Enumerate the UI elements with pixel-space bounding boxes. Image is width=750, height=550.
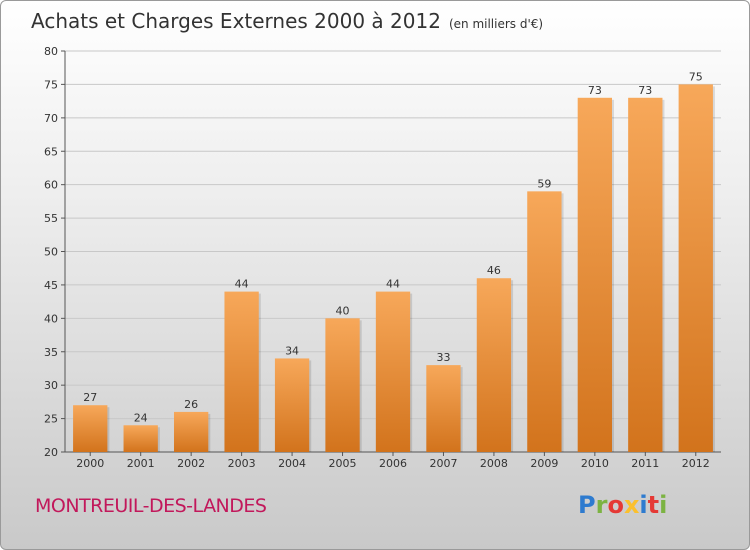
logo-letter: P [578,491,596,519]
x-tick-label-2006: 2006 [379,457,407,470]
data-label-2004: 34 [285,344,299,357]
bar-2006 [375,291,411,452]
logo-letter: r [595,491,608,519]
y-tick-label: 35 [44,346,58,359]
x-tick-label-2008: 2008 [480,457,508,470]
data-label-2007: 33 [436,351,450,364]
data-label-2001: 24 [134,411,148,424]
x-tick-label-2009: 2009 [530,457,558,470]
bar-2001 [123,425,158,452]
place-name: MONTREUIL-DES-LANDES [35,495,267,517]
y-tick-label: 25 [44,413,58,426]
data-label-2003: 44 [235,278,249,291]
x-tick-label-2000: 2000 [76,457,104,470]
y-tick-label: 60 [44,179,58,192]
y-tick-label: 65 [44,145,58,158]
bar-2012 [678,84,713,453]
labels: 27 2000 24 2001 26 2002 44 2003 34 2004 40 2005 44 20… [76,70,710,470]
data-label-2012: 75 [689,70,703,83]
bar-2011 [628,97,663,453]
y-tick-label: 55 [44,212,58,225]
x-tick-label-2012: 2012 [682,457,710,470]
bar-2007 [426,365,461,452]
bar-2008 [476,278,512,452]
data-label-2010: 73 [588,84,602,97]
data-label-2009: 59 [537,177,551,190]
y-tick-label: 20 [44,446,58,459]
x-tick-label-2005: 2005 [329,457,357,470]
data-label-2011: 73 [638,84,652,97]
y-tick-label: 30 [44,379,58,392]
x-tick-label-2001: 2001 [127,457,155,470]
x-tick-label-2004: 2004 [278,457,306,470]
bar-2002 [173,411,209,452]
logo-letter: i [659,491,668,519]
bar-2000 [73,405,108,452]
y-tick-label: 80 [44,45,58,58]
x-tick-label-2002: 2002 [177,457,205,470]
data-label-2008: 46 [487,264,501,277]
data-label-2000: 27 [83,391,97,404]
logo-letter: t [647,491,660,519]
data-label-2002: 26 [184,398,198,411]
bar-2004 [274,358,310,452]
y-tick-label: 40 [44,312,58,325]
chart-title: Achats et Charges Externes 2000 à 2012 (e… [31,9,543,33]
y-tick-label: 45 [44,279,58,292]
x-tick-label-2003: 2003 [228,457,256,470]
bar-2005 [325,318,360,452]
y-tick-label: 75 [44,78,58,91]
bar-2003 [224,291,259,452]
x-tick-label-2010: 2010 [581,457,609,470]
bar-2010 [577,97,613,453]
y-tick-label: 70 [44,112,58,125]
x-tick-label-2011: 2011 [631,457,659,470]
data-label-2006: 44 [386,278,400,291]
x-tick-label-2007: 2007 [429,457,457,470]
chart-title-text: Achats et Charges Externes 2000 à 2012 [31,9,441,33]
proxiti-logo: Proxiti [578,491,667,519]
y-tick-label: 50 [44,246,58,259]
bar-2009 [527,191,562,452]
data-label-2005: 40 [336,304,350,317]
logo-letter: x [623,491,640,519]
bars [73,84,715,453]
logo-letter: i [639,491,648,519]
logo-letter: o [607,491,624,519]
chart-unit: (en milliers d'€) [448,17,544,31]
